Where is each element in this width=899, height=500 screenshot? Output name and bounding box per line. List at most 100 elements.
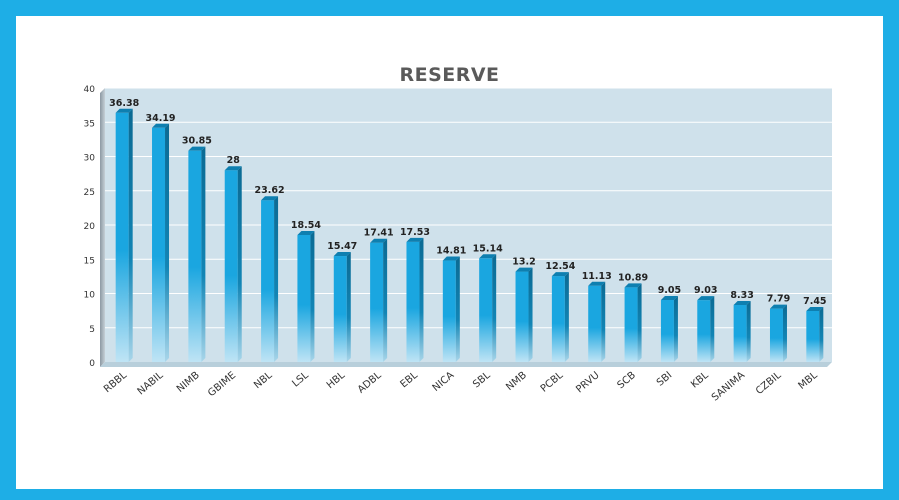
y-tick-label: 30 <box>84 154 96 164</box>
data-label: 23.62 <box>255 185 285 196</box>
bar-top <box>697 296 715 301</box>
bar[interactable] <box>152 127 166 363</box>
bar-top <box>406 237 424 242</box>
bar-side <box>455 256 460 362</box>
bar-side <box>819 306 824 362</box>
bar-side <box>492 254 497 362</box>
bar[interactable] <box>551 276 565 362</box>
bar[interactable] <box>660 300 674 362</box>
y-tick-label: 35 <box>84 119 95 129</box>
bar-top <box>479 254 497 259</box>
x-tick-label: LSL <box>290 370 311 390</box>
x-tick-label: EBL <box>398 370 420 391</box>
bar-top <box>115 108 133 113</box>
bar-side <box>419 237 424 362</box>
bar-side <box>201 146 206 362</box>
bar-side <box>128 108 133 362</box>
bar[interactable] <box>297 235 311 362</box>
bar[interactable] <box>333 256 347 362</box>
bar[interactable] <box>588 285 602 362</box>
bar-top <box>370 238 388 243</box>
x-tick-label: NMB <box>504 370 529 393</box>
bar[interactable] <box>697 300 711 362</box>
bar[interactable] <box>624 287 638 362</box>
bar[interactable] <box>188 150 202 362</box>
bar-side <box>564 272 569 362</box>
x-tick-label: SBL <box>471 370 493 391</box>
bar[interactable] <box>406 241 420 362</box>
x-tick-label: PRVU <box>574 370 601 396</box>
bar-top <box>261 196 279 201</box>
x-tick-label: HBL <box>325 370 348 392</box>
x-tick-label: SCB <box>615 370 638 391</box>
bar-top <box>152 123 170 128</box>
bar-top <box>806 306 824 311</box>
chart-title: RESERVE <box>399 64 500 86</box>
y-tick-label: 5 <box>89 325 95 335</box>
bar-top <box>733 300 751 305</box>
data-label: 13.2 <box>512 257 535 268</box>
y-tick-label: 40 <box>84 85 96 95</box>
bar[interactable] <box>769 308 783 362</box>
bar-top <box>660 296 678 301</box>
x-tick-label: SBI <box>655 370 674 389</box>
bar-side <box>274 196 279 362</box>
bar-side <box>782 304 787 362</box>
x-tick-label: PCBL <box>539 370 566 395</box>
data-label: 18.54 <box>291 220 321 231</box>
data-label: 7.79 <box>767 294 790 305</box>
bar-side <box>710 296 715 362</box>
x-tick-label: NABIL <box>136 370 166 398</box>
x-tick-label: RBBL <box>102 370 130 396</box>
bar-side <box>237 166 242 362</box>
data-label: 30.85 <box>182 136 212 147</box>
data-label: 10.89 <box>618 272 648 283</box>
bar-side <box>673 296 678 362</box>
bar-top <box>188 146 206 151</box>
x-tick-label: MBL <box>797 370 821 392</box>
bar-side <box>346 252 351 362</box>
x-tick-label: NBL <box>252 370 275 392</box>
data-label: 9.05 <box>658 285 681 296</box>
y-tick-label: 25 <box>84 188 95 198</box>
data-label: 15.14 <box>473 243 503 254</box>
data-label: 17.53 <box>400 227 430 238</box>
x-tick-label: NICA <box>431 370 457 394</box>
data-label: 17.41 <box>364 228 394 239</box>
bar-top <box>442 256 460 261</box>
bar-top <box>624 283 642 288</box>
bar[interactable] <box>733 304 747 362</box>
bar[interactable] <box>115 112 129 362</box>
x-tick-label: ADBL <box>356 370 384 396</box>
bar-top <box>224 166 242 171</box>
bar-side <box>528 267 533 362</box>
data-label: 9.03 <box>694 285 717 296</box>
bar-top <box>769 304 787 309</box>
bar-side <box>601 281 606 362</box>
x-tick-label: SANIMA <box>710 370 747 404</box>
y-tick-label: 0 <box>89 359 95 369</box>
x-tick-label: KBL <box>689 370 711 391</box>
bar[interactable] <box>442 260 456 362</box>
data-label: 28 <box>227 155 241 166</box>
bar[interactable] <box>261 200 275 362</box>
bar[interactable] <box>515 271 529 362</box>
plot-floor <box>100 362 832 367</box>
bar-side <box>310 231 315 362</box>
data-label: 11.13 <box>582 271 612 282</box>
bar-side <box>746 300 751 362</box>
data-label: 14.81 <box>436 246 466 257</box>
bar[interactable] <box>370 242 384 362</box>
data-label: 8.33 <box>730 290 753 301</box>
bar-top <box>588 281 606 286</box>
x-tick-label: CZBIL <box>754 370 784 397</box>
bar-side <box>637 283 642 362</box>
bar-top <box>551 272 569 277</box>
plot-left-wall <box>100 88 105 367</box>
bar[interactable] <box>224 170 238 362</box>
bar[interactable] <box>479 258 493 362</box>
data-label: 15.47 <box>327 241 357 252</box>
y-tick-label: 20 <box>84 222 96 232</box>
bar[interactable] <box>806 310 820 362</box>
